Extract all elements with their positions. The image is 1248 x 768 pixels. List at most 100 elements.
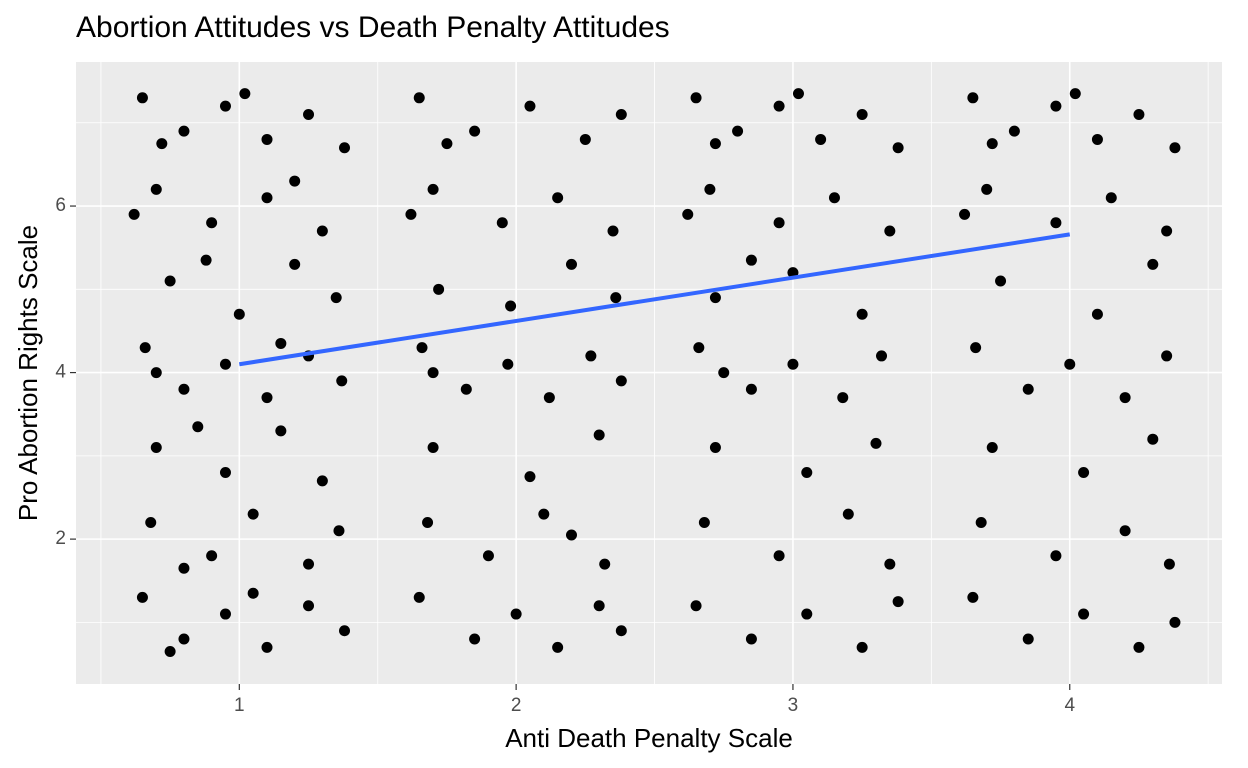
point — [178, 125, 190, 137]
point — [219, 100, 231, 112]
point — [579, 133, 591, 145]
point — [330, 292, 342, 304]
point — [1022, 633, 1034, 645]
point — [599, 558, 611, 570]
point — [552, 192, 564, 204]
point — [219, 467, 231, 479]
point — [178, 562, 190, 574]
point — [1064, 358, 1076, 370]
point — [981, 183, 993, 195]
point — [610, 292, 622, 304]
point — [615, 625, 627, 637]
point — [892, 142, 904, 154]
point — [164, 275, 176, 287]
point — [538, 508, 550, 520]
point — [773, 100, 785, 112]
point — [1169, 142, 1181, 154]
point — [995, 275, 1007, 287]
point — [275, 337, 287, 349]
axes: 1 2 3 4 2 4 6 — [55, 195, 1075, 716]
point — [842, 508, 854, 520]
point — [164, 646, 176, 658]
point — [959, 208, 971, 220]
point — [150, 442, 162, 454]
point — [1050, 217, 1062, 229]
point — [856, 308, 868, 320]
y-axis-title: Pro Abortion Rights Scale — [13, 225, 43, 521]
point — [745, 254, 757, 266]
point — [136, 591, 148, 603]
trend-line — [239, 232, 1071, 367]
point — [693, 342, 705, 354]
point — [709, 442, 721, 454]
point — [524, 100, 536, 112]
point — [145, 516, 157, 528]
point — [413, 92, 425, 104]
point — [150, 367, 162, 379]
point — [416, 342, 428, 354]
point — [1169, 616, 1181, 628]
point — [704, 183, 716, 195]
point — [206, 550, 218, 562]
point — [192, 421, 204, 433]
point — [975, 516, 987, 528]
point — [709, 292, 721, 304]
point — [615, 108, 627, 120]
point — [543, 392, 555, 404]
point — [427, 367, 439, 379]
point — [482, 550, 494, 562]
point — [219, 608, 231, 620]
point — [178, 633, 190, 645]
point — [745, 383, 757, 395]
point — [970, 342, 982, 354]
point — [427, 183, 439, 195]
point — [524, 471, 536, 483]
point — [1022, 383, 1034, 395]
point — [552, 641, 564, 653]
point — [289, 175, 301, 187]
y-tick-label: 6 — [55, 195, 66, 216]
point — [405, 208, 417, 220]
point — [333, 525, 345, 537]
point — [682, 208, 694, 220]
point — [247, 508, 259, 520]
point — [801, 608, 813, 620]
point — [1050, 100, 1062, 112]
point — [289, 258, 301, 270]
point — [565, 529, 577, 541]
point — [413, 591, 425, 603]
point — [732, 125, 744, 137]
point — [247, 587, 259, 599]
point — [815, 133, 827, 145]
point — [139, 342, 151, 354]
point — [870, 437, 882, 449]
chart-title: Abortion Attitudes vs Death Penalty Atti… — [76, 11, 670, 44]
point — [856, 108, 868, 120]
point — [773, 550, 785, 562]
point — [1147, 433, 1159, 445]
grid — [76, 62, 1222, 684]
point — [441, 138, 453, 150]
point — [565, 258, 577, 270]
point — [1091, 308, 1103, 320]
point — [261, 641, 273, 653]
x-tick-label: 2 — [511, 695, 522, 716]
point — [1161, 350, 1173, 362]
point — [967, 591, 979, 603]
point — [884, 225, 896, 237]
point — [261, 133, 273, 145]
point — [1091, 133, 1103, 145]
point — [837, 392, 849, 404]
point — [828, 192, 840, 204]
y-tick-label: 2 — [55, 528, 66, 549]
point — [1147, 258, 1159, 270]
point — [1119, 392, 1131, 404]
x-axis-title: Anti Death Penalty Scale — [505, 723, 793, 753]
point — [792, 88, 804, 100]
point — [1119, 525, 1131, 537]
point — [303, 600, 315, 612]
point — [1078, 467, 1090, 479]
point — [460, 383, 472, 395]
point — [219, 358, 231, 370]
